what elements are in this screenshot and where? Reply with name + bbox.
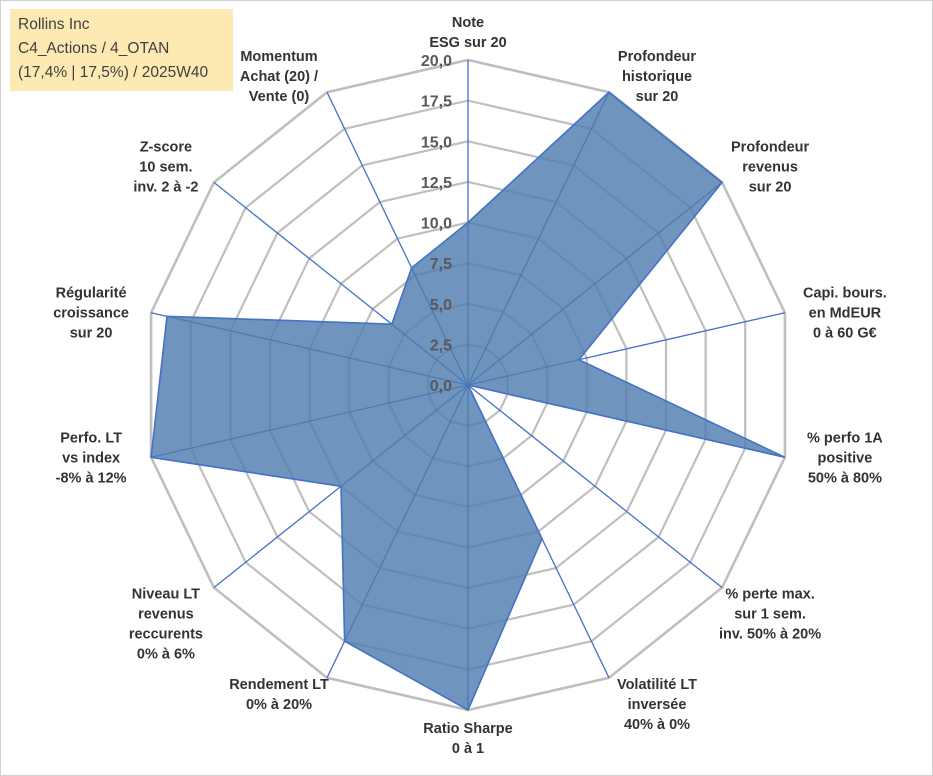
axis-label-line: sur 20 [70, 326, 113, 342]
spoke-5 [467, 384, 723, 589]
axis-label-line: Niveau LT [132, 587, 200, 603]
tick-label-7: 17,5 [421, 94, 452, 111]
axis-label-line: 0 à 1 [452, 741, 484, 757]
tick-label-1: 2,5 [430, 337, 452, 354]
axis-label-line: Capi. bours. [803, 286, 887, 302]
axis-label-line: 10 sem. [139, 159, 192, 175]
axis-label-1: Profondeur historique sur 20 [618, 49, 696, 105]
tick-label-2: 5,0 [430, 297, 452, 314]
axis-label-line: positive [818, 450, 873, 466]
series-area-0 [150, 91, 786, 712]
axis-label-line: 0 à 60 G€ [813, 326, 877, 342]
tick-label-0: 0,0 [430, 378, 452, 395]
axis-label-line: Volatilité LT [617, 677, 697, 693]
axis-label-line: ESG sur 20 [429, 35, 506, 51]
axis-label-7: Ratio Sharpe 0 à 1 [423, 721, 512, 757]
axis-label-12: Z-score 10 sem. inv. 2 à -2 [133, 139, 198, 195]
axis-label-line: Régularité [56, 286, 127, 302]
axis-label-line: revenus [742, 159, 798, 175]
axis-label-line: en MdEUR [809, 306, 882, 322]
company-name: Rollins Inc [18, 16, 90, 33]
axis-label-10: Perfo. LT vs index -8% à 12% [56, 430, 127, 486]
tick-label-6: 15,0 [421, 134, 452, 151]
axis-label-line: Note [452, 15, 484, 31]
tick-label-5: 12,5 [421, 175, 452, 192]
radar-series [150, 91, 786, 712]
axis-label-4: % perfo 1A positive 50% à 80% [807, 430, 883, 486]
axis-label-line: Rendement LT [229, 677, 329, 693]
axis-label-line: 40% à 0% [624, 717, 690, 733]
tick-label-8: 20,0 [421, 53, 452, 70]
axis-label-line: % perfo 1A [807, 430, 883, 446]
axis-label-line: inversée [628, 697, 687, 713]
axis-label-line: sur 20 [749, 179, 792, 195]
axis-label-13: Momentum Achat (20) / Vente (0) [240, 49, 318, 105]
axis-label-line: revenus [138, 607, 194, 623]
axis-label-line: Achat (20) / [240, 69, 318, 85]
axis-label-line: % perte max. [725, 587, 814, 603]
axis-labels: Note ESG sur 20 Profondeur historique sur 20… [53, 15, 887, 757]
axis-label-8: Rendement LT 0% à 20% [229, 677, 329, 713]
tick-label-3: 7,5 [430, 256, 452, 273]
axis-label-line: reccurents [129, 627, 203, 643]
axis-label-line: sur 1 sem. [734, 607, 806, 623]
axis-label-line: Ratio Sharpe [423, 721, 512, 737]
axis-label-line: historique [622, 69, 692, 85]
axis-label-0: Note ESG sur 20 [429, 15, 506, 51]
axis-label-2: Profondeur revenus sur 20 [731, 139, 809, 195]
tick-label-4: 10,0 [421, 216, 452, 233]
axis-label-line: inv. 50% à 20% [719, 627, 821, 643]
axis-label-line: inv. 2 à -2 [133, 179, 198, 195]
axis-label-line: 0% à 20% [246, 697, 312, 713]
axis-label-6: Volatilité LT inversée 40% à 0% [617, 677, 697, 733]
axis-label-line: Profondeur [618, 49, 696, 65]
category-line: C4_Actions / 4_OTAN [18, 40, 170, 57]
axis-label-line: Profondeur [731, 139, 809, 155]
axis-label-line: sur 20 [636, 89, 679, 105]
axis-label-line: 0% à 6% [137, 647, 195, 663]
axis-label-line: 50% à 80% [808, 470, 882, 486]
axis-label-line: Momentum [240, 49, 317, 65]
axis-label-9: Niveau LT revenus reccurents 0% à 6% [129, 587, 203, 663]
axis-label-line: -8% à 12% [56, 470, 127, 486]
axis-label-5: % perte max. sur 1 sem. inv. 50% à 20% [719, 587, 821, 643]
radial-tick-labels: 0,0 2,5 5,0 7,5 10,0 12,5 15,0 17,5 20,0 [421, 53, 452, 395]
axis-label-line: Vente (0) [249, 89, 310, 105]
axis-label-line: croissance [53, 306, 129, 322]
details-line: (17,4% | 17,5%) / 2025W40 [18, 64, 209, 81]
info-box: Rollins Inc C4_Actions / 4_OTAN (17,4% |… [10, 9, 233, 91]
axis-label-line: Z-score [140, 139, 192, 155]
axis-label-11: Régularité croissance sur 20 [53, 286, 129, 342]
axis-label-line: Perfo. LT [60, 430, 122, 446]
axis-label-line: vs index [62, 450, 120, 466]
axis-label-3: Capi. bours. en MdEUR 0 à 60 G€ [803, 286, 887, 342]
